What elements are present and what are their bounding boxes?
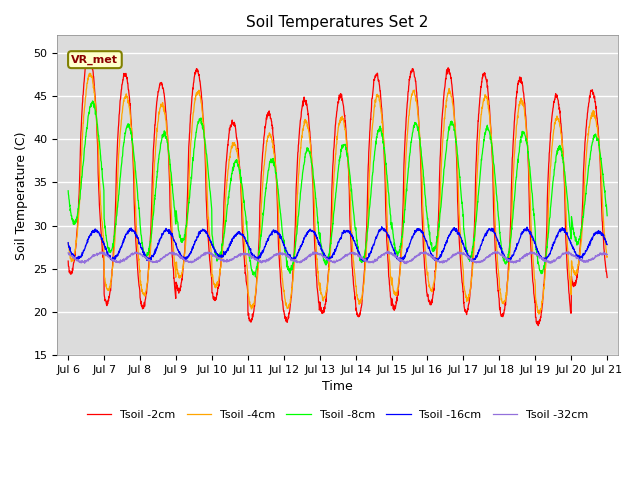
Tsoil -16cm: [65, 240, 72, 245]
Tsoil -32cm: [214, 256, 222, 262]
Line: Tsoil -8cm: Tsoil -8cm: [68, 101, 607, 277]
Tsoil -32cm: [353, 252, 361, 257]
Tsoil -16cm: [571, 249, 579, 254]
Tsoil -8cm: [495, 215, 502, 220]
Tsoil -32cm: [65, 250, 72, 256]
X-axis label: Time: Time: [323, 381, 353, 394]
Tsoil -4cm: [215, 277, 223, 283]
Tsoil -2cm: [495, 288, 502, 293]
Tsoil -4cm: [571, 270, 579, 276]
Tsoil -16cm: [604, 241, 611, 247]
Tsoil -4cm: [365, 182, 373, 188]
Tsoil -4cm: [353, 294, 361, 300]
Tsoil -32cm: [556, 254, 564, 260]
Tsoil -2cm: [353, 311, 361, 316]
Tsoil -32cm: [365, 260, 372, 265]
Tsoil -8cm: [215, 256, 223, 262]
Line: Tsoil -32cm: Tsoil -32cm: [68, 251, 607, 264]
Tsoil -4cm: [556, 123, 564, 129]
Tsoil -16cm: [378, 224, 385, 229]
Tsoil -8cm: [571, 235, 579, 240]
Tsoil -16cm: [214, 253, 222, 259]
Tsoil -2cm: [556, 108, 564, 114]
Tsoil -32cm: [571, 253, 579, 259]
Tsoil -2cm: [65, 258, 72, 264]
Text: VR_met: VR_met: [72, 55, 118, 65]
Tsoil -32cm: [384, 248, 392, 254]
Tsoil -8cm: [89, 98, 97, 104]
Title: Soil Temperatures Set 2: Soil Temperatures Set 2: [246, 15, 429, 30]
Y-axis label: Soil Temperature (C): Soil Temperature (C): [15, 131, 28, 260]
Tsoil -2cm: [604, 275, 611, 280]
Tsoil -2cm: [85, 48, 93, 54]
Line: Tsoil -4cm: Tsoil -4cm: [68, 73, 607, 314]
Tsoil -16cm: [365, 251, 373, 256]
Tsoil -2cm: [215, 281, 223, 287]
Tsoil -16cm: [353, 246, 361, 252]
Legend: Tsoil -2cm, Tsoil -4cm, Tsoil -8cm, Tsoil -16cm, Tsoil -32cm: Tsoil -2cm, Tsoil -4cm, Tsoil -8cm, Tsoi…: [83, 406, 593, 424]
Tsoil -8cm: [354, 242, 362, 248]
Tsoil -16cm: [556, 226, 564, 232]
Tsoil -32cm: [495, 250, 502, 255]
Tsoil -16cm: [363, 259, 371, 264]
Tsoil -8cm: [365, 207, 373, 213]
Line: Tsoil -2cm: Tsoil -2cm: [68, 51, 607, 325]
Tsoil -32cm: [604, 252, 611, 257]
Tsoil -4cm: [495, 267, 502, 273]
Line: Tsoil -16cm: Tsoil -16cm: [68, 227, 607, 262]
Tsoil -4cm: [535, 311, 543, 317]
Tsoil -2cm: [534, 323, 542, 328]
Tsoil -8cm: [252, 274, 259, 280]
Tsoil -4cm: [604, 254, 611, 260]
Tsoil -4cm: [86, 71, 93, 76]
Tsoil -8cm: [65, 188, 72, 193]
Tsoil -2cm: [571, 282, 579, 288]
Tsoil -32cm: [403, 261, 410, 266]
Tsoil -8cm: [556, 143, 564, 148]
Tsoil -2cm: [365, 145, 373, 151]
Tsoil -4cm: [65, 240, 72, 246]
Tsoil -8cm: [604, 213, 611, 218]
Tsoil -16cm: [495, 240, 502, 245]
